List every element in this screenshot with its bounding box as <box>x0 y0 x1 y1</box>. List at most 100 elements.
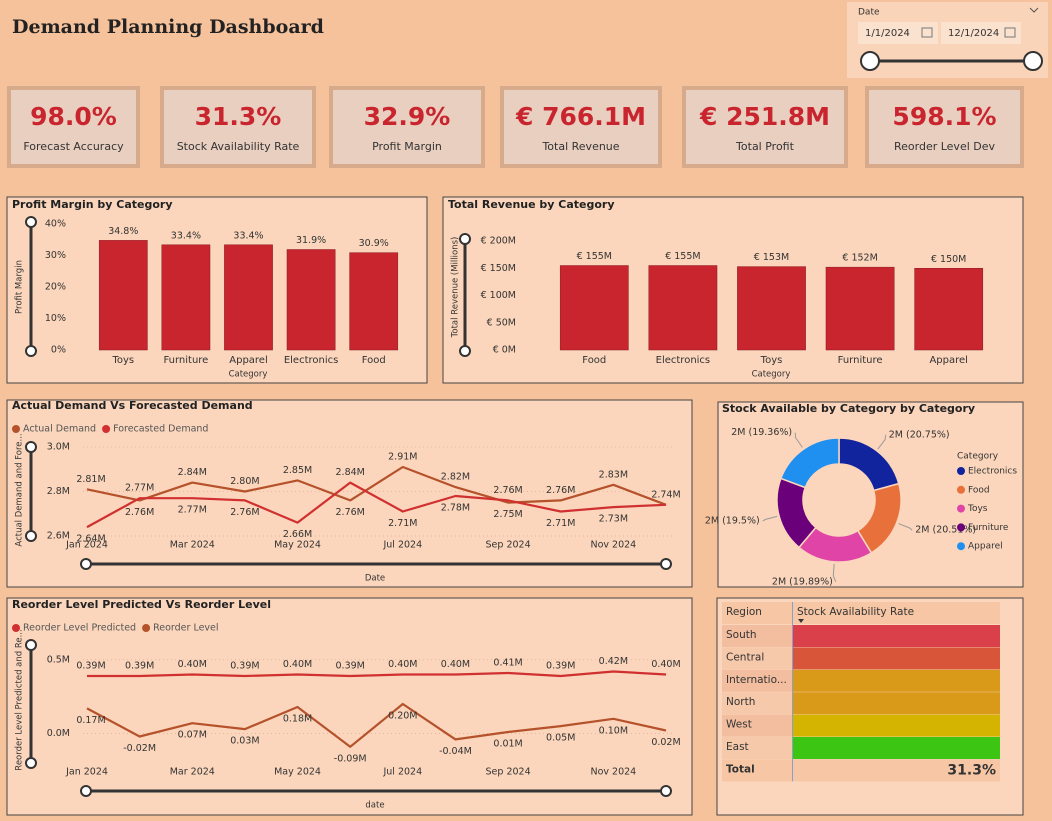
data-label: 0.03M <box>230 736 259 747</box>
x-tick-label: Electronics <box>284 355 339 366</box>
slider-handle[interactable] <box>25 757 37 769</box>
slider-handle[interactable] <box>25 530 37 542</box>
data-label: 0.20M <box>388 711 417 722</box>
legend-label: Reorder Level Predicted <box>23 623 136 634</box>
region-label: South <box>726 629 757 641</box>
slider-handle[interactable] <box>25 441 37 453</box>
data-label: 2.71M <box>388 518 417 529</box>
y-tick-label: 2.6M <box>47 531 70 542</box>
rate-bar <box>793 737 1000 759</box>
y-tick-label: 30% <box>45 250 66 261</box>
data-label: -0.04M <box>439 746 472 757</box>
legend-marker <box>12 425 20 433</box>
data-label: 2M (20.75%) <box>889 429 950 440</box>
x-tick-label: Food <box>582 355 606 366</box>
end-date-box[interactable] <box>941 22 1021 44</box>
data-label: 2.76M <box>336 507 365 518</box>
x-axis-label: Category <box>229 370 268 380</box>
slider-handle[interactable] <box>459 345 471 357</box>
start-date-box[interactable] <box>858 22 938 44</box>
region-cell <box>722 625 792 647</box>
region-label: West <box>726 719 752 731</box>
slider-handle[interactable] <box>660 785 672 797</box>
series-line <box>87 670 667 678</box>
bar <box>224 244 273 351</box>
data-label: 2.84M <box>178 467 207 478</box>
data-label: 30.9% <box>359 238 389 249</box>
panel <box>717 401 1024 588</box>
x-tick-label: Jan 2024 <box>65 540 108 551</box>
data-label: 31.9% <box>296 235 326 246</box>
data-label: 0.39M <box>336 660 365 671</box>
y-tick-label: 0.5M <box>47 654 70 665</box>
data-label: 0.02M <box>651 737 680 748</box>
rate-bar <box>793 714 1000 737</box>
legend-label: Reorder Level <box>153 623 218 634</box>
chevron[interactable] <box>1029 7 1039 13</box>
region-cell <box>722 737 792 759</box>
rate-bar <box>793 625 1000 647</box>
legend-marker <box>957 504 965 513</box>
leader-line <box>898 523 913 531</box>
data-label: 2.91M <box>388 452 417 463</box>
x-tick-label: Jan 2024 <box>65 767 108 778</box>
slider-handle[interactable] <box>860 51 880 71</box>
data-label: 0.40M <box>178 659 207 670</box>
data-label: 2.76M <box>230 507 259 518</box>
total-value: 31.3% <box>947 762 996 778</box>
x-tick-label: May 2024 <box>274 540 321 551</box>
series-line <box>86 465 667 506</box>
slider-handle[interactable] <box>459 233 471 245</box>
data-label: 2.75M <box>493 509 522 520</box>
slider-handle[interactable] <box>25 345 37 357</box>
data-label: 0.39M <box>230 660 259 671</box>
y-tick-label: € 100M <box>481 290 516 301</box>
y-axis-label: Profit Margin <box>15 260 25 314</box>
y-tick-label: 0% <box>51 345 66 356</box>
legend-marker <box>12 624 20 632</box>
x-tick-label: Nov 2024 <box>590 767 636 778</box>
x-tick-label: Apparel <box>229 355 268 366</box>
data-label: -0.09M <box>334 753 367 764</box>
data-label: € 155M <box>577 251 612 262</box>
calendar-icon[interactable] <box>921 27 933 38</box>
data-label: 0.40M <box>388 659 417 670</box>
legend-label: Apparel <box>968 542 1003 552</box>
data-label: € 155M <box>665 251 700 262</box>
donut-slice <box>779 437 840 489</box>
slider-handle[interactable] <box>25 639 37 651</box>
legend-marker <box>142 624 151 632</box>
kpi-label: Total Revenue <box>541 140 619 153</box>
leader-line <box>762 515 778 522</box>
data-label: 2.76M <box>546 485 575 496</box>
data-label: € 152M <box>842 253 877 264</box>
legend-marker <box>957 542 965 551</box>
leader-line <box>877 434 887 450</box>
kpi-label: Total Profit <box>735 140 795 153</box>
leader-line <box>794 432 803 448</box>
legend-marker <box>102 425 111 433</box>
legend-title: Category <box>957 452 999 462</box>
data-label: 0.41M <box>493 658 522 669</box>
kpi-card <box>865 86 1024 168</box>
slider-handle[interactable] <box>25 216 37 228</box>
data-label: 0.40M <box>441 659 470 670</box>
column-header[interactable]: Stock Availability Rate <box>797 606 914 618</box>
calendar-icon[interactable] <box>1004 27 1016 38</box>
slider-handle[interactable] <box>1023 51 1043 71</box>
slider-handle[interactable] <box>660 558 672 570</box>
bar <box>825 266 895 351</box>
data-label: 2.74M <box>651 489 680 500</box>
x-tick-label: Mar 2024 <box>170 540 215 551</box>
data-label: 2.78M <box>441 502 470 513</box>
x-tick-label: Electronics <box>656 355 711 366</box>
x-tick-label: Furniture <box>163 355 208 366</box>
y-tick-label: 40% <box>45 219 66 230</box>
x-tick-label: May 2024 <box>274 767 321 778</box>
slider-handle[interactable] <box>80 558 92 570</box>
kpi-value: € 766.1M <box>515 102 646 131</box>
data-label: 2M (20.51%) <box>915 525 976 536</box>
slider-handle[interactable] <box>80 785 92 797</box>
region-label: Central <box>726 651 764 663</box>
